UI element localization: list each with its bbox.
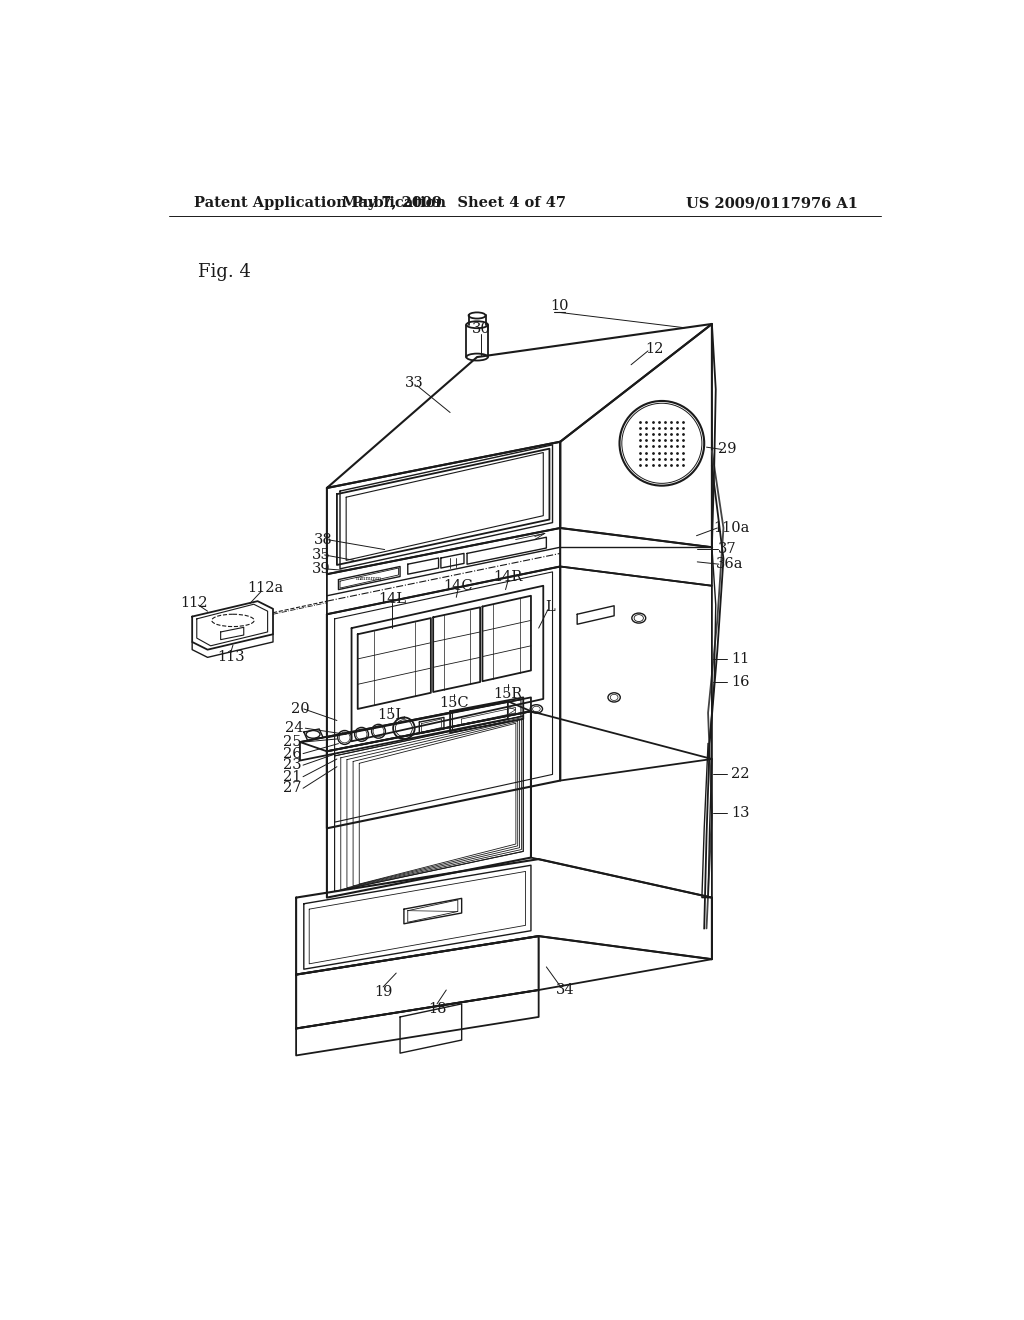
Text: 14R: 14R bbox=[494, 569, 522, 583]
Text: 112: 112 bbox=[180, 595, 208, 610]
Text: 39: 39 bbox=[312, 562, 331, 576]
Text: 16: 16 bbox=[731, 675, 750, 689]
Text: 23: 23 bbox=[283, 758, 301, 772]
Text: 113: 113 bbox=[217, 651, 245, 664]
Text: 38: 38 bbox=[313, 532, 333, 546]
Text: 27: 27 bbox=[283, 781, 301, 795]
Text: 36a: 36a bbox=[716, 557, 743, 572]
Text: 15L: 15L bbox=[377, 708, 404, 722]
Text: 12: 12 bbox=[645, 342, 664, 356]
Text: 35: 35 bbox=[312, 548, 331, 562]
Text: 18: 18 bbox=[428, 1002, 446, 1016]
Text: May 7, 2009   Sheet 4 of 47: May 7, 2009 Sheet 4 of 47 bbox=[342, 197, 566, 210]
Text: 15C: 15C bbox=[439, 696, 469, 710]
Text: 33: 33 bbox=[404, 376, 423, 391]
Text: 24: 24 bbox=[286, 721, 304, 735]
Text: US 2009/0117976 A1: US 2009/0117976 A1 bbox=[686, 197, 858, 210]
Text: 112a: 112a bbox=[247, 581, 284, 595]
Text: 15R: 15R bbox=[494, 686, 522, 701]
Text: Fig. 4: Fig. 4 bbox=[199, 264, 251, 281]
Text: Patent Application Publication: Patent Application Publication bbox=[195, 197, 446, 210]
Text: 29: 29 bbox=[718, 442, 736, 457]
Text: 13: 13 bbox=[731, 807, 750, 820]
Text: 25: 25 bbox=[283, 735, 301, 748]
Text: 30: 30 bbox=[471, 322, 490, 337]
Text: 37: 37 bbox=[718, 541, 736, 556]
Text: mmmmm: mmmmm bbox=[356, 577, 382, 581]
Text: 20: 20 bbox=[292, 702, 310, 715]
Text: 19: 19 bbox=[374, 985, 392, 998]
Text: 21: 21 bbox=[283, 770, 301, 784]
Text: 14L: 14L bbox=[378, 591, 407, 606]
Text: 11: 11 bbox=[731, 652, 750, 665]
Text: 22: 22 bbox=[731, 767, 750, 781]
Text: 110a: 110a bbox=[713, 521, 750, 535]
Text: 10: 10 bbox=[550, 300, 568, 313]
Text: L: L bbox=[546, 599, 555, 614]
Text: 14C: 14C bbox=[443, 578, 473, 593]
Text: 26: 26 bbox=[283, 747, 301, 760]
Text: 34: 34 bbox=[556, 983, 574, 997]
